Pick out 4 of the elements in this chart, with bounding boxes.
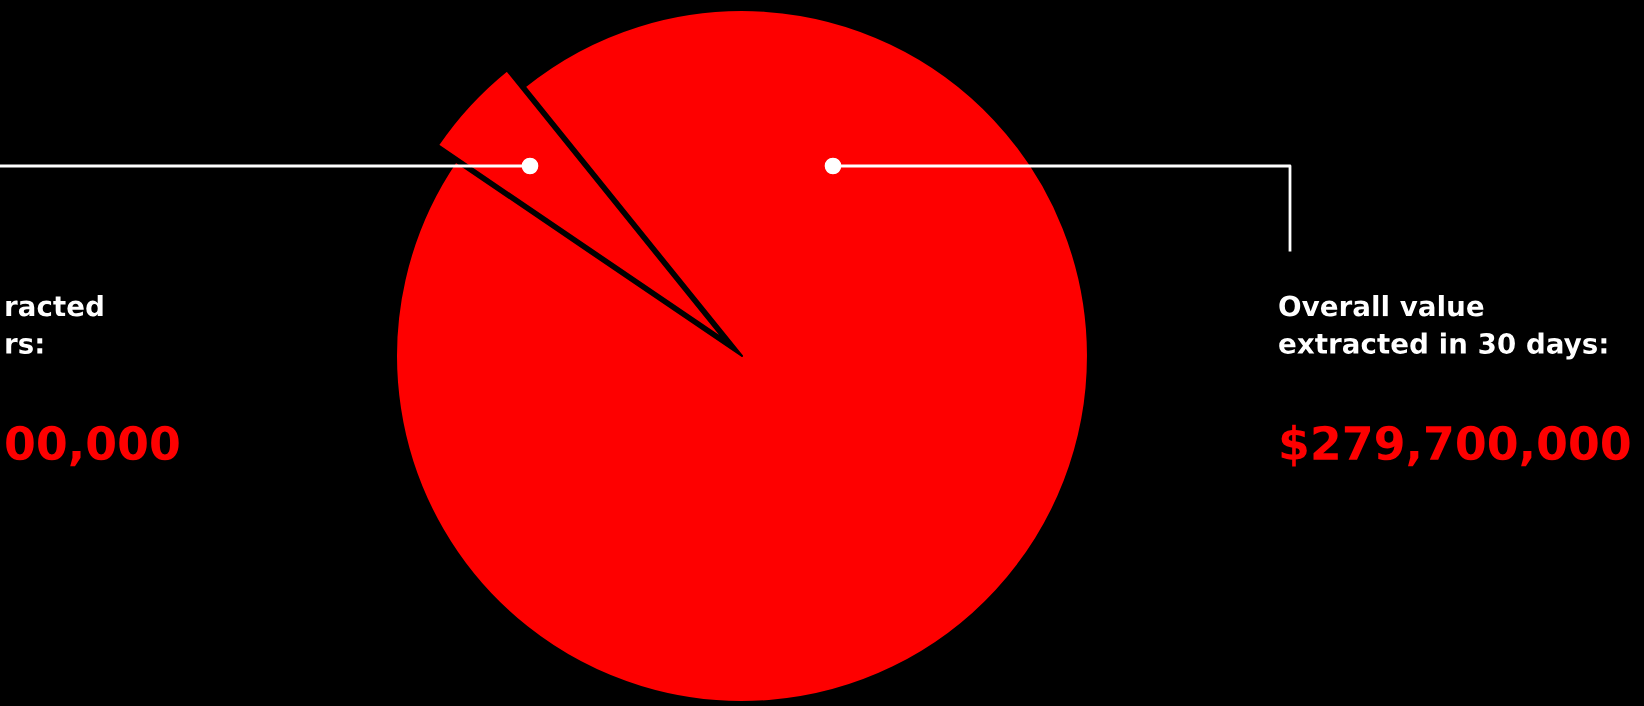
text: racted rs:: [6, 295, 103, 354]
text: $279,700,000: [1281, 424, 1630, 467]
text: Overall value extracted in 30 days:: [1279, 295, 1607, 360]
text: 00,000: [6, 425, 179, 467]
